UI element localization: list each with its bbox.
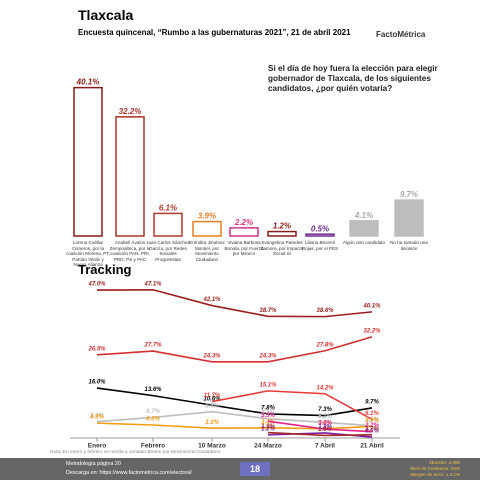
- series-line: [96, 288, 373, 318]
- data-label: 42.1%: [202, 297, 221, 303]
- data-label: 3.9%: [365, 418, 379, 424]
- data-label: 24.3%: [202, 353, 221, 359]
- data-label: 4.3%: [145, 417, 160, 423]
- page-number: 18: [240, 462, 270, 476]
- data-label: 5.5%: [261, 413, 275, 419]
- data-label: 2.2%: [364, 423, 379, 429]
- data-label: 1.2%: [261, 426, 275, 432]
- data-label: 38.7%: [259, 308, 277, 314]
- question: Si el día de hoy fuera la elección para …: [268, 64, 438, 93]
- data-label: 1.0%: [318, 427, 332, 433]
- category-label: Juan Carlos Sánchez García, por Redes So…: [146, 240, 190, 262]
- bar: [267, 230, 297, 237]
- data-label: 4.1%: [364, 417, 379, 423]
- error-margin: Margen de error: ± 3.1%: [410, 472, 460, 477]
- data-label: 10.6%: [203, 397, 221, 403]
- data-label: 6.1%: [159, 204, 177, 213]
- data-label: 24.3%: [258, 353, 277, 359]
- methodology: Metodología página 20: [66, 461, 121, 467]
- data-label: 7.3%: [318, 407, 332, 413]
- bar: [115, 116, 145, 237]
- data-label: 1.9%: [261, 424, 275, 430]
- download-link[interactable]: Descarga en: https://www.factometrica.co…: [66, 470, 192, 476]
- bar: [394, 199, 424, 237]
- data-label: 1.8%: [318, 424, 332, 430]
- data-label: 1.2%: [273, 222, 291, 231]
- data-label: 0.5%: [365, 429, 379, 435]
- bar: [229, 227, 259, 237]
- x-tick-label: 24 Marzo: [254, 443, 282, 450]
- sample: Muestra: 1,000: [429, 460, 460, 465]
- bar: [349, 220, 379, 237]
- data-label: 6.3%: [261, 410, 275, 416]
- data-label: 11.7%: [204, 393, 221, 399]
- note: Nota: En enero y febrero se medía a Jona…: [50, 450, 222, 455]
- data-label: 14.2%: [316, 385, 334, 391]
- data-label: 9.7%: [365, 400, 379, 406]
- data-label: 47.1%: [143, 281, 162, 287]
- data-label: 47.0%: [87, 282, 106, 288]
- data-label: 3.4%: [261, 419, 275, 425]
- category-label: Liliana Becerril Rojas, por el PES: [301, 240, 339, 251]
- data-label: 9.7%: [400, 190, 418, 199]
- category-label: Evangelina Paredes Zamora, por Impacto S…: [260, 240, 304, 257]
- category-label: Lorena Cuéllar Cisneros, por la coalició…: [66, 240, 110, 268]
- data-label: 40.1%: [362, 303, 381, 309]
- subtitle: Encuesta quincenal, “Rumbo a las guberna…: [78, 28, 351, 37]
- data-label: 32.2%: [363, 328, 381, 334]
- data-label: 13.6%: [144, 387, 162, 393]
- data-label: 4.1%: [354, 211, 373, 220]
- bar: [305, 233, 335, 237]
- data-label: 1.2%: [365, 426, 379, 432]
- x-tick-label: Febrero: [141, 443, 165, 450]
- data-label: 16.0%: [88, 380, 106, 386]
- data-label: 5.4%: [90, 413, 104, 419]
- data-label: 7.8%: [261, 406, 275, 412]
- series-line: [96, 422, 373, 430]
- category-label: Algún otro candidato: [342, 240, 386, 245]
- data-label: 4.9%: [89, 415, 104, 421]
- category-label: Eréndira Jiménez Montiel, por Movimiento…: [189, 240, 225, 262]
- data-label: 6.1%: [365, 411, 379, 417]
- series-line: [96, 410, 373, 427]
- bar: [192, 220, 222, 237]
- x-tick-label: 7 Abril: [315, 443, 335, 450]
- series-line: [96, 336, 373, 363]
- data-label: 27.7%: [143, 343, 162, 349]
- data-label: 38.6%: [316, 308, 334, 314]
- confidence: Nivel de Confianza: 95%: [409, 466, 460, 471]
- data-label: 27.8%: [315, 342, 334, 348]
- series-line: [211, 390, 373, 421]
- title: Tlaxcala: [78, 7, 134, 23]
- series-line: [267, 431, 373, 437]
- data-label: 32.2%: [119, 107, 142, 116]
- data-label: 40.1%: [76, 78, 100, 87]
- series-line: [96, 387, 373, 417]
- data-label: 3.0%: [318, 421, 332, 427]
- bar: [73, 86, 103, 237]
- data-label: 8.5%: [205, 403, 219, 409]
- tracking-title: Tracking: [78, 262, 132, 277]
- category-label: Viviana Barbosa Bonola, por Fuerza por M…: [224, 240, 264, 257]
- data-label: 3.1%: [318, 420, 332, 426]
- data-label: 0.5%: [311, 224, 329, 233]
- series-line: [267, 420, 373, 433]
- x-tick-label: Enero: [88, 443, 106, 450]
- bar: [153, 212, 183, 237]
- logo: FactoMétrica: [376, 30, 426, 39]
- data-label: 2.2%: [234, 218, 253, 227]
- data-label: 3.3%: [205, 420, 219, 426]
- x-tick-label: 21 Abril: [360, 443, 384, 450]
- category-label: Anabell Ávalos Zempoalteca, por la coali…: [109, 240, 151, 262]
- data-label: 6.7%: [146, 409, 160, 415]
- data-label: 15.1%: [259, 382, 277, 388]
- data-label: 26.5%: [87, 346, 106, 352]
- x-tick-label: 10 Marzo: [198, 443, 226, 450]
- data-label: 5.1%: [318, 414, 332, 420]
- data-label: 3.9%: [198, 212, 216, 221]
- category-label: No ha tomado una decisión: [390, 240, 428, 251]
